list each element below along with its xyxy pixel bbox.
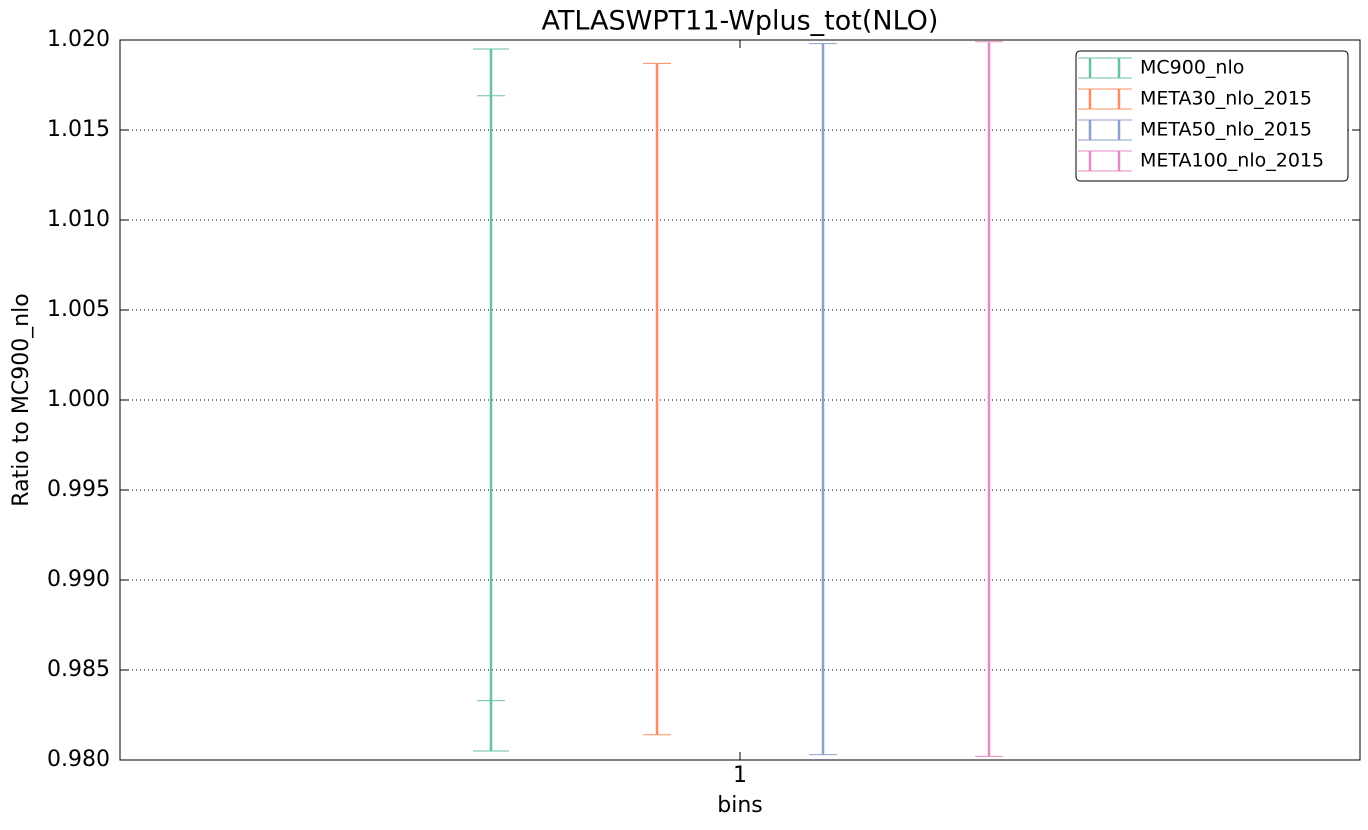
y-tick-label: 0.990 [47,567,110,592]
x-axis-label: bins [717,793,762,818]
y-tick-label: 0.980 [47,747,110,772]
y-tick-label: 1.015 [47,117,110,142]
y-tick-label: 1.010 [47,207,110,232]
y-axis-label: Ratio to MC900_nlo [9,293,34,506]
legend-label: MC900_nlo [1140,57,1244,79]
y-tick-label: 0.995 [47,477,110,502]
legend-label: META30_nlo_2015 [1140,88,1312,110]
y-tick-label: 1.005 [47,297,110,322]
chart-title: ATLASWPT11-Wplus_tot(NLO) [542,6,939,37]
legend-label: META50_nlo_2015 [1140,119,1312,141]
y-tick-label: 0.985 [47,657,110,682]
legend-label: META100_nlo_2015 [1140,150,1324,172]
y-tick-label: 1.000 [47,387,110,412]
y-tick-label: 1.020 [47,27,110,52]
x-tick-label: 1 [733,763,747,788]
legend-box [1075,50,1349,182]
